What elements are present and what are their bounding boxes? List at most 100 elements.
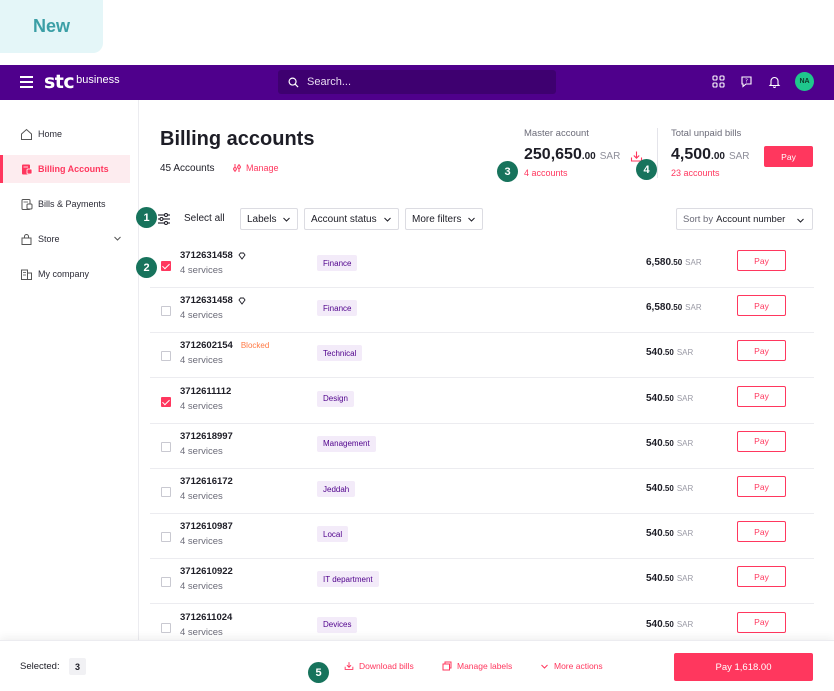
row-pay-button[interactable]: Pay xyxy=(737,566,786,588)
logo-sub: business xyxy=(76,74,120,86)
amount-dec: .50 xyxy=(671,258,683,267)
search-input[interactable]: Search... xyxy=(278,70,556,94)
manage-labels-button[interactable]: Manage labels xyxy=(442,661,512,671)
label-tag[interactable]: Local xyxy=(317,526,349,543)
row-pay-button[interactable]: Pay xyxy=(737,295,786,317)
currency: SAR xyxy=(676,393,694,403)
row-pay-button[interactable]: Pay xyxy=(737,385,786,407)
table-row[interactable]: 3712611112 4 services Design 540.50 SAR Pay xyxy=(150,379,814,424)
table-row[interactable]: 3712616172 4 services Jeddah 540.50 SAR Pay xyxy=(150,469,814,514)
row-checkbox[interactable] xyxy=(161,577,171,588)
table-row[interactable]: 3712631458 4 services Finance 6,580.50 SAR Pa… xyxy=(150,288,814,334)
services-count: 4 services xyxy=(180,581,223,593)
account-status-label: Account status xyxy=(311,213,377,225)
account-number-cell: 3712631458 xyxy=(180,295,246,306)
label-tag[interactable]: Technical xyxy=(317,345,363,362)
more-actions-button[interactable]: More actions xyxy=(540,661,603,671)
row-pay-button[interactable]: Pay xyxy=(737,476,786,497)
labels-icon xyxy=(442,661,452,671)
sidebar-item-billing-accounts[interactable]: Billing Accounts xyxy=(0,155,130,183)
notification-bell-icon[interactable] xyxy=(767,75,781,89)
row-pay-button[interactable]: Pay xyxy=(737,430,786,452)
label-tag[interactable]: Finance xyxy=(317,255,358,271)
annotation-badge-4: 4 xyxy=(636,159,657,180)
home-icon xyxy=(19,127,33,141)
filter-sliders-icon[interactable] xyxy=(157,212,171,226)
row-pay-button[interactable]: Pay xyxy=(737,611,786,633)
amount-int: 540 xyxy=(646,573,663,585)
page-title: Billing accounts xyxy=(160,128,315,150)
stc-business-logo[interactable]: stc business xyxy=(44,71,120,93)
label-tag[interactable]: Jeddah xyxy=(317,481,356,497)
master-accounts-link[interactable]: 4 accounts xyxy=(524,168,568,178)
row-checkbox[interactable] xyxy=(161,396,171,407)
chevron-down-icon xyxy=(383,217,391,222)
table-row[interactable]: 3712610922 4 services IT department 540.50 S… xyxy=(150,559,814,605)
labels-dropdown[interactable]: Labels xyxy=(240,208,299,230)
account-number-cell: 3712611112 xyxy=(180,386,231,397)
apps-grid-icon[interactable] xyxy=(711,75,725,89)
pay-all-button[interactable]: Pay xyxy=(764,146,813,167)
table-row[interactable]: 3712610987 4 services Local 540.50 SAR Pay xyxy=(150,514,814,560)
chevron-down-icon xyxy=(114,236,121,241)
more-filters-dropdown[interactable]: More filters xyxy=(405,208,484,230)
download-bills-label: Download bills xyxy=(359,661,414,671)
label-tag[interactable]: Devices xyxy=(317,616,358,633)
table-row[interactable]: 3712618997 4 services Management 540.50 SAR P… xyxy=(150,424,814,469)
select-all-button[interactable]: Select all xyxy=(184,213,225,224)
account-status-dropdown[interactable]: Account status xyxy=(304,208,399,230)
services-count: 4 services xyxy=(180,626,223,638)
row-pay-button[interactable]: Pay xyxy=(737,250,786,271)
amount-dec: .50 xyxy=(662,574,674,584)
hamburger-menu-icon[interactable] xyxy=(20,76,33,88)
row-pay-button[interactable]: Pay xyxy=(737,340,786,362)
search-placeholder: Search... xyxy=(307,76,352,88)
row-checkbox[interactable] xyxy=(161,487,171,497)
sidebar-item-home[interactable]: Home xyxy=(0,120,130,148)
row-pay-button[interactable]: Pay xyxy=(737,521,786,543)
amount-dec: .00 xyxy=(711,151,725,162)
chevron-down-icon xyxy=(541,664,548,669)
label-tag[interactable]: IT department xyxy=(317,571,379,588)
row-checkbox[interactable] xyxy=(161,441,171,452)
total-unpaid-amount: 4,500.00 SAR xyxy=(671,146,750,164)
currency: SAR xyxy=(685,303,702,313)
diamond-icon xyxy=(238,252,246,260)
row-checkbox[interactable] xyxy=(161,351,171,362)
table-row[interactable]: 3712631458 4 services Finance 6,580.50 SAR Pa… xyxy=(150,243,814,288)
pay-selected-button[interactable]: Pay 1,618.00 xyxy=(674,653,813,681)
sidebar-item-label: Bills & Payments xyxy=(38,199,106,209)
account-number-cell: 3712631458 xyxy=(180,250,246,261)
sort-dropdown[interactable]: Sort by Account number xyxy=(676,208,813,230)
row-amount: 540.50 SAR xyxy=(646,483,693,494)
row-checkbox[interactable] xyxy=(161,532,171,543)
account-number: 3712631458 xyxy=(180,250,233,261)
label-tag[interactable]: Design xyxy=(317,390,354,407)
row-amount: 540.50 SAR xyxy=(646,393,693,404)
label-tag[interactable]: Management xyxy=(317,435,376,452)
row-checkbox[interactable] xyxy=(161,261,171,271)
row-checkbox[interactable] xyxy=(161,622,171,633)
sidebar-item-bills-payments[interactable]: Bills & Payments xyxy=(0,190,130,218)
account-number: 3712610987 xyxy=(180,521,233,533)
account-number-cell: 3712610922 xyxy=(180,566,233,577)
unpaid-accounts-link[interactable]: 23 accounts xyxy=(671,168,720,178)
user-avatar[interactable]: NA xyxy=(795,72,814,91)
manage-link[interactable]: Manage xyxy=(232,163,279,173)
selected-label: Selected: xyxy=(20,661,60,672)
sidebar-item-my-company[interactable]: My company xyxy=(0,260,130,288)
chevron-down-icon xyxy=(797,218,804,223)
chevron-down-icon xyxy=(468,217,476,222)
download-bills-button[interactable]: Download bills xyxy=(344,661,414,671)
help-chat-icon[interactable]: ? xyxy=(739,75,753,89)
diamond-icon xyxy=(238,297,246,305)
row-checkbox[interactable] xyxy=(161,306,171,317)
amount-dec: .50 xyxy=(662,348,674,358)
sidebar-item-store[interactable]: Store xyxy=(0,225,130,253)
annotation-badge-2: 2 xyxy=(136,257,157,278)
row-amount: 6,580.50 SAR xyxy=(646,302,702,313)
account-number: 3712616172 xyxy=(180,476,233,487)
download-icon xyxy=(344,662,354,670)
label-tag[interactable]: Finance xyxy=(317,300,358,317)
table-row[interactable]: 3712602154 Blocked 4 services Technical 540.… xyxy=(150,333,814,379)
